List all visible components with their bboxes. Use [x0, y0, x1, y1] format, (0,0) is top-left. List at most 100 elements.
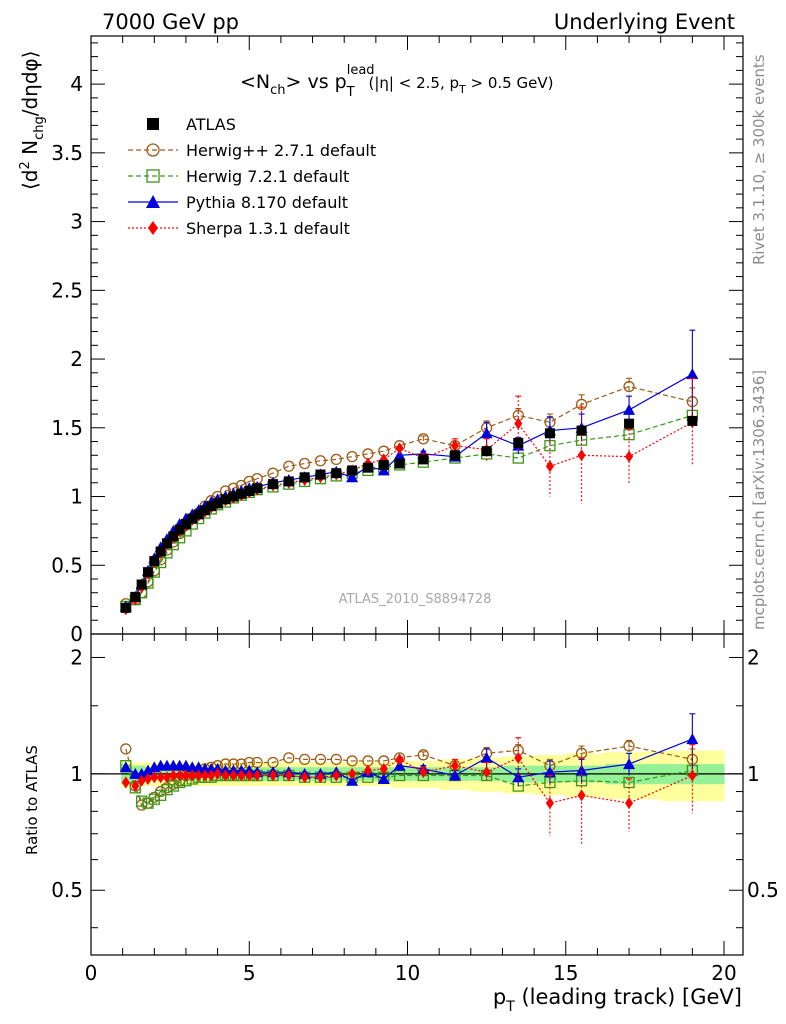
- main-panel: 0 0.5 1 1.5 2 2.5 3 3.5 4: [51, 35, 744, 646]
- ratio-sherpa-point: [363, 764, 372, 777]
- main-atlas-point: [267, 479, 278, 490]
- title-cuts: (|η| < 2.5, p: [369, 74, 459, 92]
- ratio-sherpa-point: [316, 771, 325, 784]
- ratio-herwig-point: [135, 795, 148, 807]
- ratio-sherpa-point: [221, 769, 230, 782]
- main-atlas-point: [220, 494, 231, 505]
- x-tick-label: 10: [395, 961, 420, 985]
- main-atlas-point: [193, 509, 204, 520]
- legend-entry: Herwig++ 2.7.1 default: [128, 141, 376, 160]
- main-atlas-point: [378, 459, 389, 470]
- main-pythia-point: [393, 449, 406, 461]
- x-tick-label: 15: [553, 961, 578, 985]
- main-sherpa-point: [577, 449, 586, 462]
- ratio-sherpa-point: [237, 769, 246, 782]
- analysis-watermark: ATLAS_2010_S8894728: [339, 592, 492, 607]
- ratio-herwig-point: [120, 743, 132, 755]
- ratio-sherpa-point: [332, 769, 341, 782]
- ratio-sherpa-point: [577, 789, 586, 802]
- main-atlas-point: [362, 462, 373, 473]
- title-sup-lead: lead: [347, 63, 375, 78]
- main-frame: [90, 35, 744, 635]
- ratio-pythia-point: [119, 761, 132, 773]
- main-atlas-point: [236, 488, 247, 499]
- main-atlas-point: [331, 468, 342, 479]
- main-atlas-point: [120, 602, 131, 613]
- main-atlas-point: [130, 591, 141, 602]
- ratio-sherpa-point: [131, 780, 140, 793]
- ratio-herwig-point: [623, 740, 635, 752]
- ratio-y-tick-label: 2: [70, 645, 83, 669]
- legend-label: Sherpa 1.3.1 default: [186, 219, 350, 238]
- main-sherpa-point: [395, 442, 404, 455]
- legend-marker: [146, 169, 160, 183]
- ratio-sherpa-point: [156, 771, 165, 784]
- title-cuts-end: > 0.5 GeV): [466, 74, 554, 92]
- main-sherpa-point: [514, 417, 523, 430]
- rivet-version-text: Rivet 3.1.10, ≥ 300k events: [750, 54, 768, 265]
- legend-marker: [146, 143, 160, 157]
- mcplots-credit-text: mcplots.cern.ch [arXiv:1306.3436]: [750, 370, 768, 630]
- ratio-sherpa-point: [300, 771, 309, 784]
- ratio-pythia-point: [543, 766, 556, 778]
- x-tick-label: 5: [243, 961, 256, 985]
- main-herwig-point: [623, 380, 635, 393]
- ratio-herwig-point: [142, 797, 154, 809]
- main-herwig-point: [346, 451, 358, 463]
- main-atlas-point: [199, 505, 210, 516]
- main-herwig-point: [417, 433, 429, 445]
- main-herwig-point: [330, 453, 342, 466]
- main-atlas-point: [244, 486, 255, 497]
- ratio-pythia-point: [135, 767, 148, 779]
- ratio-herwig-point: [161, 784, 173, 796]
- ratio-herwig-point: [417, 749, 429, 761]
- main-atlas-point: [149, 556, 160, 567]
- legend-marker: [147, 118, 159, 130]
- main-atlas-point: [347, 465, 358, 476]
- title-vs: > vs p: [286, 71, 347, 93]
- ylabel-sub: chg: [32, 116, 47, 140]
- ratio-sherpa-point: [175, 769, 184, 782]
- ratio-sherpa-point: [169, 769, 178, 782]
- legend-entry: Herwig 7.2.1 default: [128, 167, 349, 186]
- y-tick-label: 1.5: [51, 416, 83, 440]
- y-tick-label: 4: [70, 72, 83, 96]
- xlabel: pT (leading track) [GeV]: [493, 985, 742, 1015]
- main-atlas-point: [315, 469, 326, 480]
- main-atlas-point: [418, 454, 429, 465]
- main-herwig-point: [283, 460, 295, 472]
- ratio-sherpa-point: [482, 766, 491, 779]
- ratio-sherpa-point: [450, 759, 459, 772]
- legend-marker: [148, 221, 158, 235]
- ratio-sherpa-point: [268, 769, 277, 782]
- ratio-pythia-point: [448, 769, 461, 781]
- ratio-sherpa-point: [284, 769, 293, 782]
- main-pythia-line: [125, 373, 693, 607]
- main-atlas-point: [174, 524, 185, 535]
- legend-entry: Sherpa 1.3.1 default: [128, 219, 350, 238]
- xlabel-sub: T: [505, 999, 515, 1015]
- main-atlas-point: [624, 418, 635, 429]
- ratio-sherpa-point: [379, 762, 388, 775]
- legend-label: Pythia 8.170 default: [186, 193, 348, 212]
- main-atlas-point: [283, 476, 294, 487]
- ratio-sherpa-point: [348, 767, 357, 780]
- ratio-sherpa-point: [181, 769, 190, 782]
- main-atlas-point: [252, 483, 263, 494]
- title-cuts-sub: T: [458, 83, 466, 96]
- main-sherpa-point: [450, 439, 459, 452]
- main-herwig-point: [314, 455, 327, 467]
- ratio-pythia-point: [377, 772, 390, 784]
- y-tick-label: 2: [70, 347, 83, 371]
- ratio-pythia-point: [346, 774, 359, 786]
- y-tick-label: 0.5: [51, 553, 83, 577]
- main-atlas-point: [155, 546, 166, 557]
- legend-entry: ATLAS: [147, 115, 236, 134]
- main-pythia-point: [623, 403, 636, 415]
- main-atlas-point: [212, 498, 223, 509]
- ratio-sherpa-point: [188, 769, 197, 782]
- main-atlas-point: [449, 450, 460, 461]
- ratio-sherpa-point: [514, 751, 523, 764]
- main-atlas-point: [187, 513, 198, 524]
